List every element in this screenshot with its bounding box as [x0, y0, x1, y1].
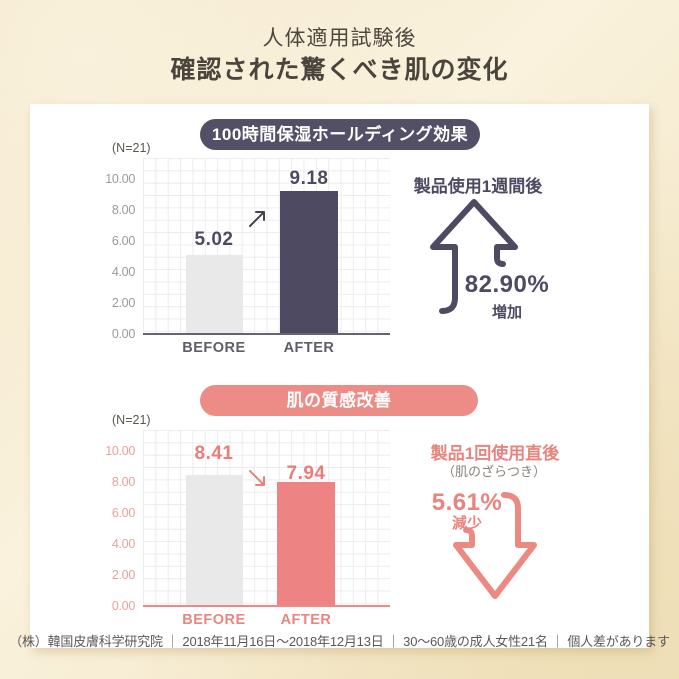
trend-up-arrow-icon [249, 211, 265, 227]
page-subtitle: 人体適用試験後 [262, 27, 417, 50]
moisture-plot-area [143, 158, 390, 335]
increase-arrow-icon [430, 199, 518, 314]
y-axis-tick: 4.00 [111, 537, 135, 551]
y-axis-tick: 2.00 [111, 296, 135, 310]
y-axis-tick: 2.00 [111, 568, 135, 582]
value-label-after: 7.94 [286, 463, 326, 484]
texture-chart-header-pill: 肌の質感改善 [200, 385, 478, 416]
bar-after [280, 191, 338, 333]
decrease-arrow-icon [453, 492, 537, 599]
percent-increase-value: 82.90% [464, 271, 550, 298]
sample-size-label: (N=21) [112, 413, 151, 427]
bar-after [277, 482, 335, 605]
x-label-before: BEFORE [182, 340, 246, 356]
x-label-after: AFTER [283, 340, 335, 356]
trend-down-arrow-icon [249, 470, 265, 486]
y-axis-tick: 0.00 [111, 599, 135, 613]
value-label-before: 5.02 [194, 229, 234, 250]
bar-before [186, 475, 243, 605]
annotation-title: 製品1回使用直後 [430, 444, 560, 463]
x-label-after: AFTER [280, 612, 332, 628]
sample-size-label: (N=21) [112, 141, 151, 155]
y-axis-tick: 4.00 [111, 265, 135, 279]
increase-label: 増加 [491, 304, 522, 321]
annotation-subtitle: （肌のざらつき） [441, 464, 546, 479]
bar-before [186, 255, 243, 333]
moisture-chart-header-pill: 100時間保湿ホールディング効果 [200, 119, 480, 150]
y-axis-tick: 10.00 [105, 172, 135, 186]
y-axis-tick: 8.00 [111, 203, 135, 217]
texture-plot-area [143, 430, 390, 607]
y-axis-tick: 10.00 [105, 444, 135, 458]
value-label-after: 9.18 [289, 168, 329, 189]
y-axis-tick: 0.00 [111, 327, 135, 341]
percent-decrease-value: 5.61% [431, 489, 503, 516]
value-label-before: 8.41 [194, 443, 234, 464]
annotation-title: 製品使用1週間後 [413, 177, 543, 196]
y-axis-tick: 6.00 [111, 234, 135, 248]
footnote: （株）韓国皮膚科学研究院 ｜ 2018年11月16日～2018年12月13日 ｜… [9, 634, 670, 649]
x-label-before: BEFORE [182, 612, 246, 628]
decrease-label: 減少 [451, 515, 482, 532]
y-axis-tick: 8.00 [111, 475, 135, 489]
page-title: 確認された驚くべき肌の変化 [170, 56, 509, 84]
y-axis-tick: 6.00 [111, 506, 135, 520]
